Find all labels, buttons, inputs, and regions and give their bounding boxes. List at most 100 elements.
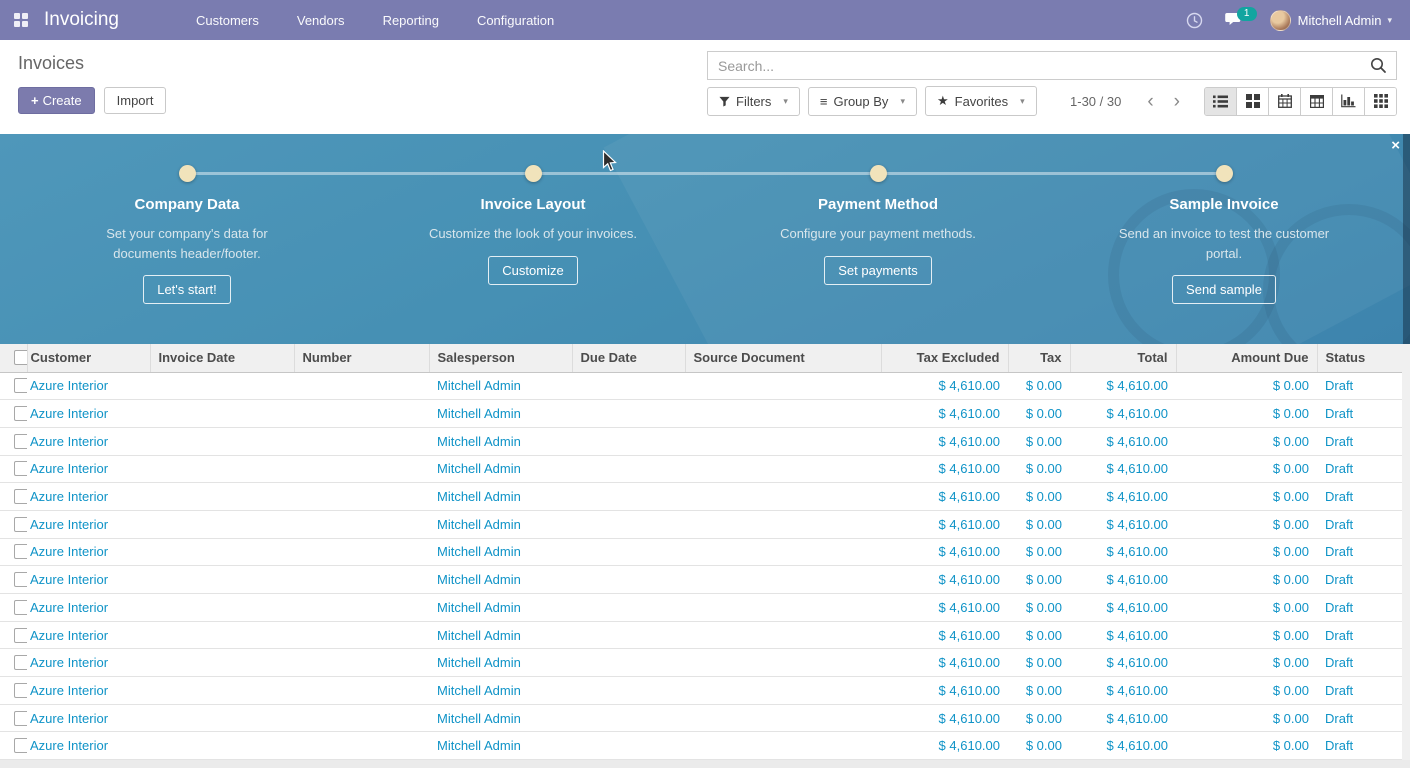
send-sample-button[interactable]: Send sample xyxy=(1172,275,1276,304)
invoice-row[interactable]: Azure Interior Mitchell Admin $ 4,610.00… xyxy=(0,538,1410,567)
nav-menu-reporting[interactable]: Reporting xyxy=(382,12,439,28)
set-payments-button[interactable]: Set payments xyxy=(824,255,932,285)
invoice-row[interactable]: Azure Interior Mitchell Admin $ 4,610.00… xyxy=(0,593,1410,622)
invoice-row[interactable]: Azure Interior Mitchell Admin $ 4,610.00… xyxy=(0,482,1410,511)
row-checkbox[interactable] xyxy=(14,378,27,394)
customize-button[interactable]: Customize xyxy=(488,255,578,285)
column-header-customer[interactable]: Customer xyxy=(26,344,150,373)
invoice-row[interactable]: Azure Interior Mitchell Admin $ 4,610.00… xyxy=(0,372,1410,401)
lets-start-button[interactable]: Let's start! xyxy=(143,275,231,304)
cell-status: Draft xyxy=(1317,455,1410,484)
select-all-checkbox[interactable] xyxy=(14,350,27,366)
cell-due-date xyxy=(572,427,685,456)
invoice-row[interactable]: Azure Interior Mitchell Admin $ 4,610.00… xyxy=(0,455,1410,484)
cell-amount-due: $ 0.00 xyxy=(1176,372,1317,401)
kanban-view-icon[interactable] xyxy=(1236,87,1268,115)
cell-customer: Azure Interior xyxy=(27,372,150,401)
row-checkbox[interactable] xyxy=(14,516,27,532)
step-dot xyxy=(178,165,196,182)
search-input[interactable] xyxy=(708,57,1361,74)
invoice-row[interactable]: Azure Interior Mitchell Admin $ 4,610.00… xyxy=(0,731,1410,761)
step-description: Send an invoice to test the customer por… xyxy=(1118,226,1330,261)
invoice-row[interactable]: Azure Interior Mitchell Admin $ 4,610.00… xyxy=(0,704,1410,733)
column-header-source-document[interactable]: Source Document xyxy=(684,344,881,373)
row-checkbox[interactable] xyxy=(14,433,27,449)
cell-customer: Azure Interior xyxy=(27,399,150,428)
list-view-icon[interactable] xyxy=(1205,87,1236,115)
cell-number xyxy=(294,399,429,428)
vertical-scrollbar[interactable] xyxy=(1402,344,1410,760)
invoice-row[interactable]: Azure Interior Mitchell Admin $ 4,610.00… xyxy=(0,648,1410,678)
glasses-decoration xyxy=(1263,204,1410,344)
invoice-row[interactable]: Azure Interior Mitchell Admin $ 4,610.00… xyxy=(0,676,1410,705)
graph-view-icon[interactable] xyxy=(1332,87,1364,115)
row-checkbox[interactable] xyxy=(14,572,27,588)
row-checkbox[interactable] xyxy=(14,738,27,754)
previous-page-button[interactable]: ‹ xyxy=(1147,90,1154,112)
horizontal-scrollbar[interactable] xyxy=(0,760,1410,768)
group-by-button[interactable]: ≡ Group By ▾ xyxy=(807,86,917,116)
create-button[interactable]: + Create xyxy=(18,87,95,114)
cell-due-date xyxy=(572,704,685,733)
pivot-view-icon[interactable] xyxy=(1300,87,1332,115)
row-checkbox[interactable] xyxy=(14,489,27,505)
row-checkbox[interactable] xyxy=(14,461,27,477)
cell-amount-due: $ 0.00 xyxy=(1176,399,1317,428)
invoice-row[interactable]: Azure Interior Mitchell Admin $ 4,610.00… xyxy=(0,565,1410,594)
cell-salesperson: Mitchell Admin xyxy=(429,648,572,678)
invoice-row[interactable]: Azure Interior Mitchell Admin $ 4,610.00… xyxy=(0,399,1410,428)
cell-invoice-date xyxy=(150,648,294,678)
activity-clock-icon[interactable] xyxy=(1186,12,1203,29)
cell-invoice-date xyxy=(150,704,294,733)
calendar-view-icon[interactable] xyxy=(1268,87,1300,115)
messages-icon[interactable]: 1 xyxy=(1224,7,1257,28)
column-header-number[interactable]: Number xyxy=(293,344,429,373)
step-description: Customize the look of your invoices. xyxy=(428,226,638,241)
cell-customer: Azure Interior xyxy=(27,621,150,650)
user-menu[interactable]: Mitchell Admin ▾ xyxy=(1244,9,1392,31)
search-icon[interactable] xyxy=(1361,57,1396,74)
row-select-cell xyxy=(0,593,27,622)
column-header-amount-due[interactable]: Amount Due xyxy=(1175,344,1317,373)
column-header-status[interactable]: Status xyxy=(1316,344,1410,373)
filters-button[interactable]: Filters ▾ xyxy=(707,86,800,116)
cell-total: $ 4,610.00 xyxy=(1070,372,1176,401)
close-icon[interactable]: × xyxy=(1391,137,1400,154)
column-header-due-date[interactable]: Due Date xyxy=(571,344,685,373)
cell-status: Draft xyxy=(1317,482,1410,511)
apps-menu-icon[interactable] xyxy=(14,13,28,27)
cell-number xyxy=(294,621,429,650)
row-select-cell xyxy=(0,538,27,567)
select-all-header[interactable] xyxy=(0,344,27,373)
next-page-button[interactable]: › xyxy=(1173,90,1180,112)
column-header-tax[interactable]: Tax xyxy=(1007,344,1070,373)
import-button[interactable]: Import xyxy=(103,87,167,114)
row-checkbox[interactable] xyxy=(14,627,27,643)
row-checkbox[interactable] xyxy=(14,682,27,698)
search-toolbar: Filters ▾ ≡ Group By ▾ ★ Favorites ▾ 1-3… xyxy=(707,86,1397,116)
cell-customer: Azure Interior xyxy=(27,538,150,567)
nav-menu-customers[interactable]: Customers xyxy=(196,12,259,28)
invoice-row[interactable]: Azure Interior Mitchell Admin $ 4,610.00… xyxy=(0,510,1410,539)
cell-salesperson: Mitchell Admin xyxy=(429,731,572,761)
cell-total: $ 4,610.00 xyxy=(1070,676,1176,705)
cell-customer: Azure Interior xyxy=(27,648,150,678)
invoice-row[interactable]: Azure Interior Mitchell Admin $ 4,610.00… xyxy=(0,427,1410,456)
cell-invoice-date xyxy=(150,565,294,594)
column-header-tax-excluded[interactable]: Tax Excluded xyxy=(880,344,1008,373)
invoice-row[interactable]: Azure Interior Mitchell Admin $ 4,610.00… xyxy=(0,621,1410,650)
activity-view-icon[interactable] xyxy=(1364,87,1396,115)
row-checkbox[interactable] xyxy=(14,544,27,560)
cell-invoice-date xyxy=(150,538,294,567)
row-checkbox[interactable] xyxy=(14,406,27,422)
column-header-total[interactable]: Total xyxy=(1069,344,1176,373)
favorites-button[interactable]: ★ Favorites ▾ xyxy=(924,86,1037,116)
column-header-salesperson[interactable]: Salesperson xyxy=(428,344,572,373)
row-checkbox[interactable] xyxy=(14,710,27,726)
row-checkbox[interactable] xyxy=(14,599,27,615)
row-checkbox[interactable] xyxy=(14,655,27,671)
nav-menu-vendors[interactable]: Vendors xyxy=(296,12,345,28)
nav-menu-configuration[interactable]: Configuration xyxy=(476,12,555,28)
column-header-invoice-date[interactable]: Invoice Date xyxy=(149,344,294,373)
cell-source-document xyxy=(685,482,881,511)
